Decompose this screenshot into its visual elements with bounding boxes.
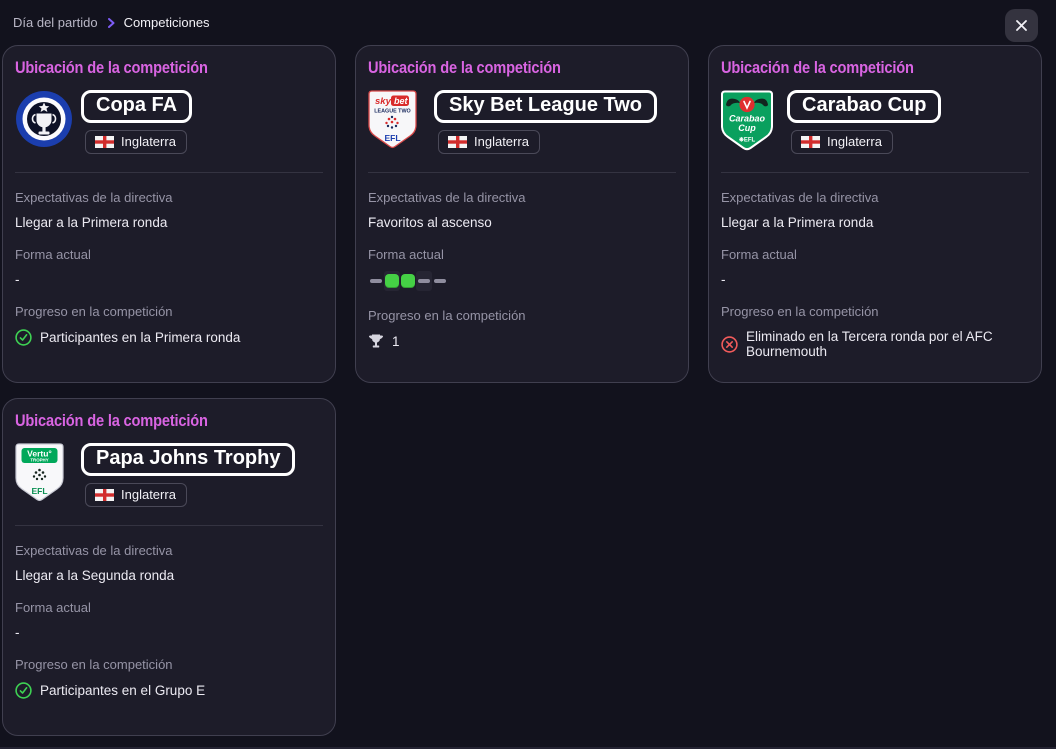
expectations-value: Llegar a la Primera ronda	[15, 215, 168, 230]
check-circle-icon	[15, 329, 32, 346]
bottom-edge-strip	[0, 747, 1056, 749]
expectations-value: Llegar a la Primera ronda	[721, 215, 874, 230]
form-value: -	[721, 272, 726, 287]
nation-label: Inglaterra	[827, 134, 882, 149]
breadcrumb-parent[interactable]: Día del partido	[13, 15, 98, 30]
form-label: Forma actual	[15, 600, 91, 615]
form-result-draw	[368, 271, 384, 291]
divider	[15, 172, 323, 173]
progress-label: Progreso en la competición	[15, 304, 173, 319]
progress-row: Eliminado en la Tercera ronda por el AFC…	[721, 329, 1029, 359]
card-section-title: Ubicación de la competición	[15, 58, 208, 77]
nation-label: Inglaterra	[121, 134, 176, 149]
svg-text:EFL: EFL	[31, 486, 47, 496]
expectations-label: Expectativas de la directiva	[15, 190, 173, 205]
nation-pill: Inglaterra	[438, 130, 540, 154]
competition-card-sky-bet-league-two: Ubicación de la competición sky bet LEAG…	[355, 45, 689, 383]
expectations-label: Expectativas de la directiva	[15, 543, 173, 558]
progress-row: Participantes en el Grupo E	[15, 682, 323, 699]
breadcrumb-current: Competiciones	[123, 15, 210, 30]
progress-text: 1	[392, 333, 400, 349]
form-result-win	[400, 271, 416, 291]
england-flag-icon	[448, 135, 467, 148]
divider	[368, 172, 676, 173]
svg-text:LEAGUE TWO: LEAGUE TWO	[374, 109, 411, 115]
nation-pill: Inglaterra	[791, 130, 893, 154]
form-label: Forma actual	[721, 247, 797, 262]
svg-text:❋EFL: ❋EFL	[739, 137, 756, 144]
form-track	[368, 271, 676, 291]
competition-name-badge: Carabao Cup	[787, 90, 942, 123]
papa-johns-trophy-badge-icon: Vertu° TROPHY EFL	[15, 443, 77, 502]
competition-card-papa-johns-trophy: Ubicación de la competición Vertu° TROPH…	[2, 398, 336, 736]
cross-circle-icon	[721, 335, 738, 353]
check-circle-icon	[15, 682, 32, 699]
chevron-right-icon	[106, 17, 116, 28]
sky-bet-league-two-badge-icon: sky bet LEAGUE TWO EFL	[368, 90, 430, 149]
svg-text:sky: sky	[375, 96, 392, 107]
competition-name-badge: Sky Bet League Two	[434, 90, 658, 123]
expectations-value: Favoritos al ascenso	[368, 215, 492, 230]
divider	[15, 525, 323, 526]
expectations-value: Llegar a la Segunda ronda	[15, 568, 175, 583]
divider	[721, 172, 1029, 173]
progress-text: Participantes en la Primera ronda	[40, 330, 241, 345]
progress-label: Progreso en la competición	[15, 657, 173, 672]
trophy-icon	[369, 334, 383, 348]
svg-text:Carabao: Carabao	[729, 114, 766, 124]
form-result-draw	[416, 271, 432, 291]
copa-fa-badge-icon	[15, 90, 77, 148]
nation-pill: Inglaterra	[85, 483, 187, 507]
competition-name-badge: Copa FA	[81, 90, 193, 123]
progress-label: Progreso en la competición	[368, 308, 526, 323]
form-result-draw	[432, 271, 448, 291]
close-icon	[1015, 19, 1028, 32]
competition-identity: Vertu° TROPHY EFL Papa Johns Trophy Ingl…	[15, 443, 323, 507]
svg-text:Cup: Cup	[738, 123, 756, 133]
svg-text:Vertu°: Vertu°	[27, 449, 52, 459]
carabao-cup-badge-icon: Carabao Cup ❋EFL	[721, 90, 783, 151]
svg-text:EFL: EFL	[384, 133, 400, 143]
progress-label: Progreso en la competición	[721, 304, 879, 319]
competition-identity: sky bet LEAGUE TWO EFL Sky Bet League Tw…	[368, 90, 676, 154]
card-section-title: Ubicación de la competición	[721, 58, 914, 77]
svg-text:bet: bet	[394, 96, 409, 106]
competition-card-copa-fa: Ubicación de la competición Copa FA	[2, 45, 336, 383]
svg-text:TROPHY: TROPHY	[30, 458, 48, 463]
expectations-label: Expectativas de la directiva	[368, 190, 526, 205]
england-flag-icon	[801, 135, 820, 148]
card-section-title: Ubicación de la competición	[15, 411, 208, 430]
form-label: Forma actual	[15, 247, 91, 262]
top-bar: Día del partido Competiciones	[0, 0, 1056, 45]
close-button[interactable]	[1005, 9, 1038, 42]
form-label: Forma actual	[368, 247, 444, 262]
form-result-win	[384, 271, 400, 291]
progress-row: Participantes en la Primera ronda	[15, 329, 323, 346]
expectations-label: Expectativas de la directiva	[721, 190, 879, 205]
competition-identity: Carabao Cup ❋EFL Carabao Cup Inglaterra	[721, 90, 1029, 154]
competition-card-carabao-cup: Ubicación de la competición Carabao Cup …	[708, 45, 1042, 383]
form-value: -	[15, 272, 20, 287]
competition-identity: Copa FA Inglaterra	[15, 90, 323, 154]
breadcrumb: Día del partido Competiciones	[13, 15, 210, 30]
nation-pill: Inglaterra	[85, 130, 187, 154]
nation-label: Inglaterra	[474, 134, 529, 149]
progress-text: Eliminado en la Tercera ronda por el AFC…	[746, 329, 993, 359]
competition-name-badge: Papa Johns Trophy	[81, 443, 296, 476]
card-section-title: Ubicación de la competición	[368, 58, 561, 77]
england-flag-icon	[95, 135, 114, 148]
competitions-grid: Ubicación de la competición Copa FA	[0, 45, 1056, 736]
form-value: -	[15, 625, 20, 640]
progress-text: Participantes en el Grupo E	[40, 683, 206, 698]
england-flag-icon	[95, 488, 114, 501]
progress-row: 1	[368, 333, 676, 349]
nation-label: Inglaterra	[121, 487, 176, 502]
